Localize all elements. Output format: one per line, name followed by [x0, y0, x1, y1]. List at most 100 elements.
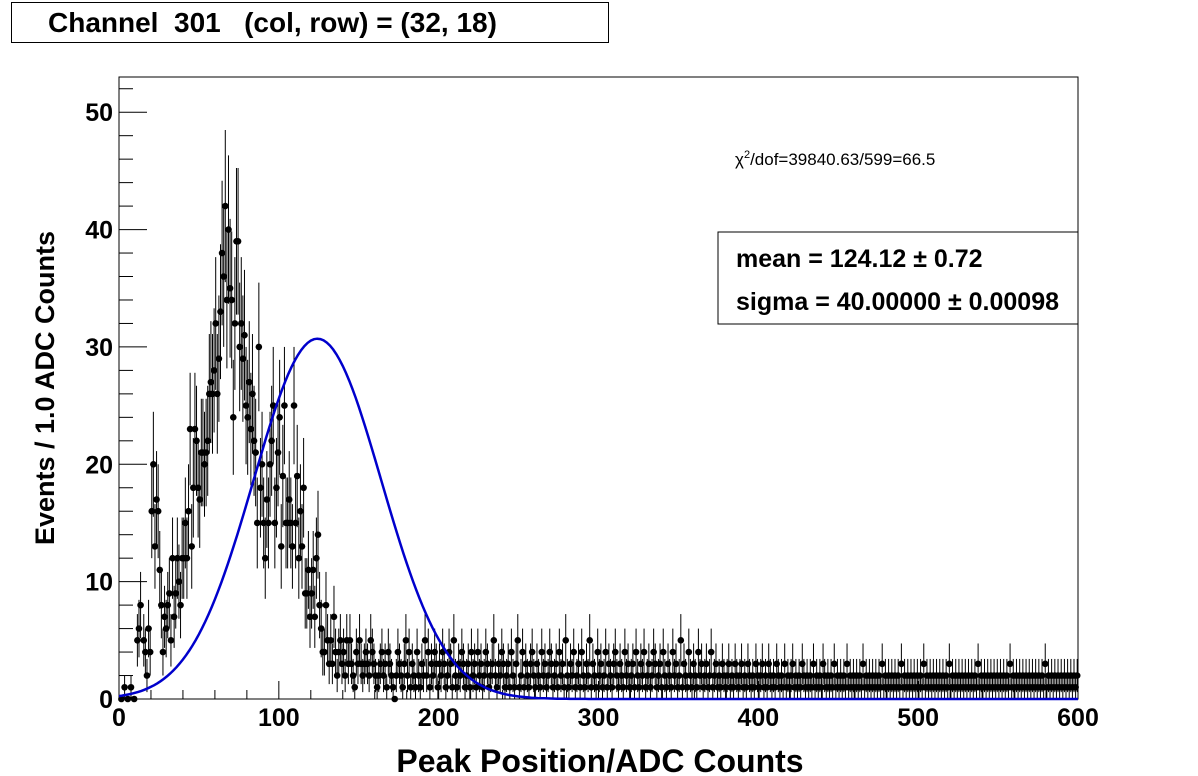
data-point: [369, 648, 376, 656]
data-point: [752, 660, 760, 668]
data-point: [258, 460, 266, 468]
data-point: [650, 648, 657, 656]
x-tick-label: 200: [418, 704, 460, 732]
data-point: [806, 672, 814, 679]
data-point: [263, 496, 271, 503]
data-point: [247, 425, 255, 433]
data-point: [533, 660, 541, 668]
data-point: [402, 637, 410, 644]
data-point: [583, 660, 590, 668]
data-point: [191, 425, 199, 433]
data-point: [229, 414, 237, 421]
data-point: [201, 460, 208, 468]
data-point: [146, 648, 154, 656]
data-point: [827, 672, 835, 679]
data-point: [798, 660, 806, 668]
data-point: [648, 672, 656, 679]
data-point: [594, 648, 602, 656]
data-point: [1072, 683, 1079, 691]
data-point: [142, 648, 149, 656]
data-point: [482, 648, 490, 656]
data-point: [416, 683, 424, 691]
plot-frame: [118, 76, 1079, 700]
data-point: [1006, 660, 1014, 668]
data-point: [559, 660, 566, 668]
data-point: [778, 672, 785, 679]
data-point: [317, 625, 325, 632]
data-point: [458, 648, 466, 656]
data-point: [920, 660, 928, 668]
data-point: [567, 660, 574, 668]
data-point: [338, 660, 346, 668]
data-point: [693, 683, 701, 691]
data-point: [162, 625, 170, 632]
data-point: [373, 683, 381, 691]
data-point: [167, 637, 175, 644]
data-point: [672, 660, 680, 668]
data-point: [592, 683, 600, 691]
data-point: [277, 543, 285, 550]
data-point: [231, 320, 239, 327]
data-point: [624, 660, 632, 668]
data-point: [249, 390, 256, 398]
data-point: [488, 660, 496, 668]
data-point: [276, 414, 283, 421]
x-tick-label: 0: [112, 704, 126, 732]
data-point: [675, 672, 683, 679]
data-point: [573, 672, 581, 679]
data-point: [380, 672, 387, 679]
data-point: [279, 472, 287, 480]
data-point: [434, 683, 442, 691]
data-point: [237, 320, 245, 327]
data-point: [385, 648, 392, 656]
data-point: [621, 648, 629, 656]
data-point: [588, 683, 595, 691]
data-point: [182, 519, 189, 527]
data-point: [789, 660, 796, 668]
data-point: [426, 683, 434, 691]
data-point: [565, 683, 573, 691]
data-point: [517, 672, 525, 679]
data-point: [202, 449, 210, 456]
data-point: [731, 660, 739, 668]
data-point: [213, 390, 221, 398]
data-point: [137, 601, 144, 609]
data-point: [329, 660, 336, 668]
data-point: [252, 449, 259, 456]
data-point: [1003, 672, 1011, 679]
data-point: [397, 672, 405, 679]
data-point: [875, 672, 883, 679]
data-point: [244, 414, 251, 421]
data-point: [285, 496, 293, 503]
data-point: [404, 672, 411, 679]
data-point: [680, 660, 688, 668]
data-point: [166, 590, 173, 597]
data-point: [242, 402, 250, 409]
data-point: [763, 683, 771, 691]
data-point: [140, 637, 148, 644]
y-tick-label: 20: [85, 451, 113, 479]
data-point: [586, 637, 594, 644]
data-point: [603, 683, 611, 691]
x-tick-label: 400: [737, 704, 779, 732]
data-point: [124, 695, 132, 703]
data-point: [298, 543, 306, 550]
data-point: [608, 683, 616, 691]
data-point: [584, 672, 592, 679]
data-point: [781, 660, 789, 668]
data-point: [327, 637, 335, 644]
data-point: [295, 554, 303, 562]
data-point: [273, 484, 280, 492]
chi2-text: /dof=39840.63/599=66.5: [750, 150, 935, 169]
data-point: [215, 355, 223, 362]
data-point: [193, 437, 200, 445]
data-point: [610, 660, 617, 668]
data-point: [543, 683, 550, 691]
data-point: [773, 660, 781, 668]
data-point: [268, 437, 275, 445]
data-point: [250, 437, 258, 445]
data-point: [759, 660, 766, 668]
data-point: [448, 683, 456, 691]
data-point: [496, 672, 504, 679]
data-point: [212, 320, 219, 327]
